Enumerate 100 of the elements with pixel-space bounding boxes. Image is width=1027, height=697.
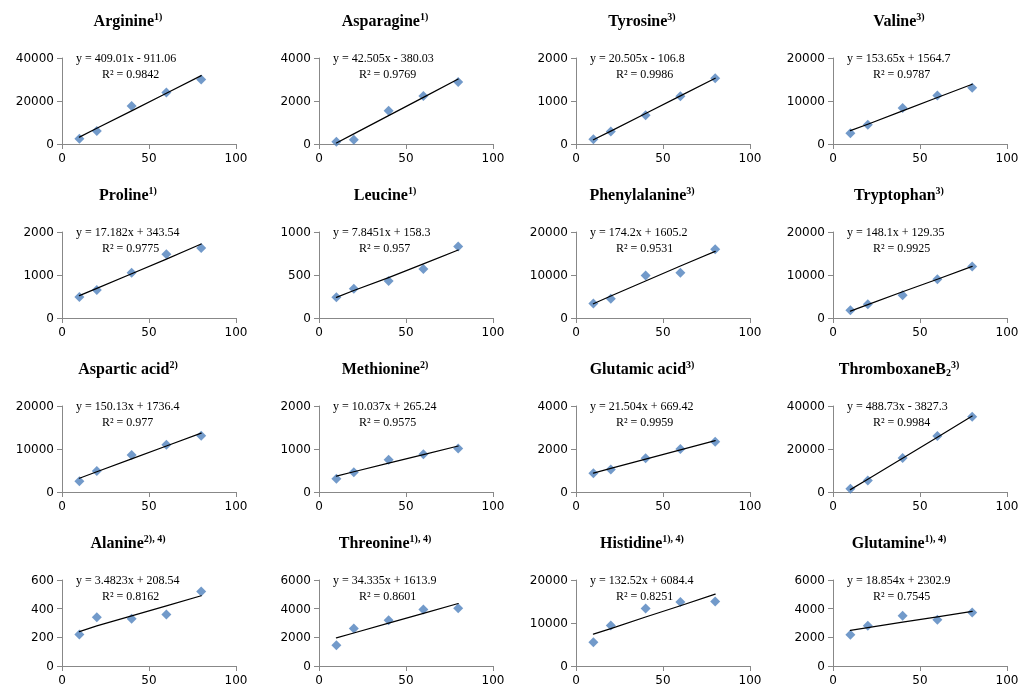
y-tick-label: 10000	[529, 268, 568, 282]
annotation: y = 409.01x - 911.06	[76, 51, 177, 65]
annotation: R² = 0.7545	[873, 589, 931, 603]
y-tick-label: 20000	[786, 442, 825, 456]
point	[196, 74, 207, 85]
annotation: R² = 0.9775	[102, 241, 160, 255]
y-tick-label: 20000	[529, 225, 568, 239]
y-tick-label: 0	[560, 311, 568, 325]
x-tick-label: 100	[224, 499, 248, 513]
annotation: R² = 0.8162	[102, 589, 160, 603]
annotation: R² = 0.977	[102, 415, 154, 429]
x-tick-label: 50	[912, 673, 928, 687]
y-tick-label: 20000	[15, 94, 54, 108]
annotation: R² = 0.9984	[873, 415, 931, 429]
y-tick-label: 2000	[280, 630, 311, 645]
x-tick-label: 0	[829, 325, 837, 339]
point	[640, 270, 651, 281]
point	[967, 82, 978, 93]
y-tick-label: 6000	[280, 573, 311, 587]
annotation: R² = 0.9986	[616, 67, 674, 81]
y-tick-label: 40000	[786, 399, 825, 413]
y-tick-label: 20000	[786, 51, 825, 65]
point	[126, 100, 137, 111]
y-tick-label: 1000	[280, 225, 311, 239]
x-tick-label: 100	[738, 325, 762, 339]
x-tick-label: 50	[398, 673, 414, 687]
x-tick-label: 0	[58, 325, 66, 339]
y-tick-label: 4000	[280, 601, 311, 616]
point	[74, 291, 85, 302]
x-tick-label: 100	[224, 673, 248, 687]
x-tick-label: 50	[141, 151, 157, 165]
annotation: y = 488.73x - 3827.3	[847, 399, 948, 413]
annotation: y = 7.8451x + 158.3	[333, 225, 431, 239]
x-tick-label: 100	[995, 325, 1019, 339]
y-tick-label: 20000	[15, 399, 54, 413]
point	[196, 586, 207, 597]
point	[74, 133, 85, 144]
x-tick-label: 100	[481, 499, 505, 513]
annotation: R² = 0.8251	[616, 589, 674, 603]
x-tick-label: 0	[58, 151, 66, 165]
point	[640, 603, 651, 614]
y-tick-label: 2000	[280, 94, 311, 108]
annotation: R² = 0.9787	[873, 67, 931, 81]
point	[453, 603, 464, 614]
y-tick-label: 0	[560, 485, 568, 499]
point	[383, 276, 394, 287]
x-tick-label: 50	[141, 499, 157, 513]
x-tick-label: 50	[912, 151, 928, 165]
point	[588, 637, 599, 648]
x-tick-label: 100	[995, 673, 1019, 687]
point	[91, 612, 102, 623]
x-tick-label: 50	[655, 673, 671, 687]
y-tick-label: 500	[288, 268, 311, 282]
y-tick-label: 0	[46, 137, 54, 151]
point	[161, 609, 172, 620]
y-tick-label: 4000	[537, 399, 568, 413]
y-tick-label: 0	[46, 311, 54, 325]
y-tick-label: 6000	[794, 573, 825, 587]
point	[418, 263, 429, 274]
y-tick-label: 2000	[794, 630, 825, 645]
annotation: y = 3.4823x + 208.54	[76, 573, 180, 587]
x-tick-label: 0	[572, 325, 580, 339]
x-tick-label: 50	[398, 499, 414, 513]
y-tick-label: 0	[303, 137, 311, 151]
annotation: R² = 0.9925	[873, 241, 931, 255]
annotation: y = 174.2x + 1605.2	[590, 225, 688, 239]
annotation: R² = 0.9842	[102, 67, 160, 81]
y-tick-label: 0	[817, 485, 825, 499]
x-tick-label: 0	[572, 151, 580, 165]
x-tick-label: 0	[829, 151, 837, 165]
annotation: y = 10.037x + 265.24	[333, 399, 437, 413]
x-tick-label: 50	[398, 151, 414, 165]
annotation: R² = 0.957	[359, 241, 411, 255]
x-tick-label: 50	[398, 325, 414, 339]
x-tick-label: 50	[655, 151, 671, 165]
y-tick-label: 600	[31, 573, 54, 587]
point	[453, 241, 464, 252]
y-tick-label: 400	[31, 601, 54, 616]
y-tick-label: 0	[46, 659, 54, 673]
y-tick-label: 0	[560, 659, 568, 673]
point	[845, 128, 856, 139]
annotation: y = 17.182x + 343.54	[76, 225, 180, 239]
annotation: y = 34.335x + 1613.9	[333, 573, 437, 587]
x-tick-label: 100	[995, 499, 1019, 513]
annotation: y = 132.52x + 6084.4	[590, 573, 694, 587]
y-tick-label: 200	[31, 630, 54, 645]
point	[675, 267, 686, 278]
annotation: R² = 0.9959	[616, 415, 674, 429]
y-tick-label: 0	[817, 311, 825, 325]
y-tick-label: 2000	[280, 399, 311, 413]
y-tick-label: 2000	[537, 51, 568, 65]
y-tick-label: 1000	[537, 94, 568, 108]
x-tick-label: 50	[912, 499, 928, 513]
y-tick-label: 0	[817, 659, 825, 673]
x-tick-label: 50	[141, 325, 157, 339]
x-tick-label: 0	[829, 499, 837, 513]
annotation: y = 153.65x + 1564.7	[847, 51, 951, 65]
y-tick-label: 0	[303, 311, 311, 325]
point	[418, 604, 429, 615]
y-tick-label: 4000	[280, 51, 311, 65]
